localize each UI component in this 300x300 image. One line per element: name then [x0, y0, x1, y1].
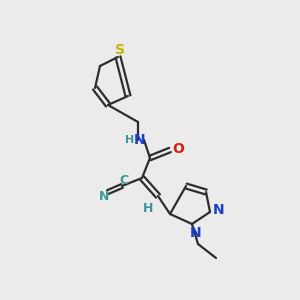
Text: O: O: [172, 142, 184, 156]
Text: N: N: [99, 190, 109, 203]
Text: N: N: [213, 203, 225, 217]
Text: H: H: [125, 135, 135, 145]
Text: H: H: [143, 202, 153, 214]
Text: C: C: [119, 175, 129, 188]
Text: N: N: [134, 133, 146, 147]
Text: S: S: [115, 43, 125, 57]
Text: N: N: [190, 226, 202, 240]
